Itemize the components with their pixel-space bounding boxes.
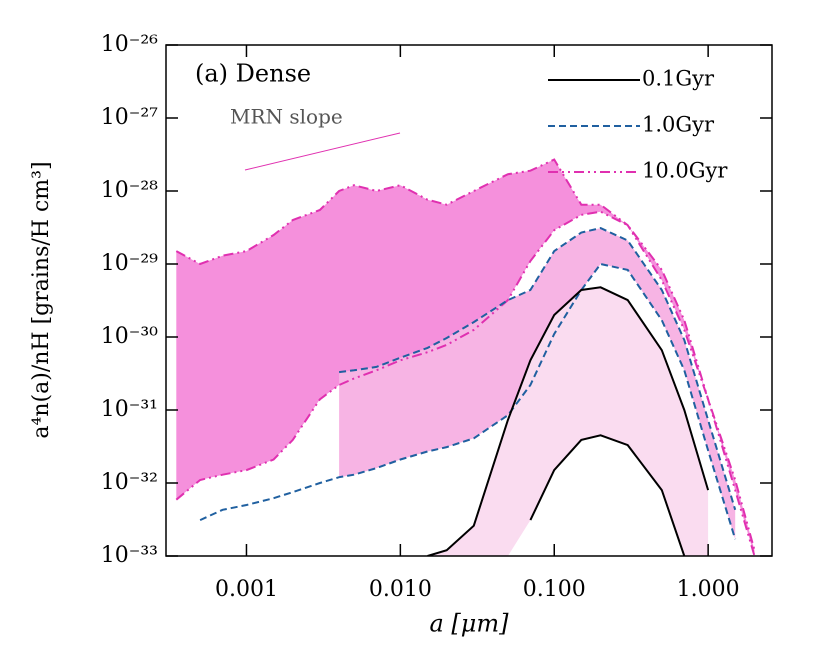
band-fill bbox=[339, 228, 736, 540]
panel-label: (a) Dense bbox=[195, 60, 311, 88]
legend-label: 1.0Gyr bbox=[642, 113, 715, 137]
series-line bbox=[529, 434, 686, 556]
x-tick-label: 1.000 bbox=[677, 577, 740, 602]
x-axis-label: a [μm] bbox=[429, 610, 509, 638]
series-line bbox=[175, 158, 756, 551]
series-line bbox=[199, 262, 737, 540]
band-fill bbox=[427, 287, 709, 556]
slope-label: MRN slope bbox=[230, 105, 343, 129]
y-tick-label: 10⁻²⁶ bbox=[101, 32, 158, 57]
plot-frame bbox=[165, 44, 773, 557]
y-tick-label: 10⁻³¹ bbox=[101, 397, 158, 422]
y-tick-label: 10⁻³³ bbox=[101, 543, 158, 568]
y-tick-label: 10⁻³⁰ bbox=[101, 324, 158, 349]
legend-label: 0.1Gyr bbox=[642, 67, 715, 91]
y-tick-label: 10⁻²⁸ bbox=[101, 178, 158, 203]
y-tick-label: 10⁻²⁷ bbox=[101, 105, 158, 130]
series-line bbox=[338, 227, 737, 511]
x-tick-label: 0.001 bbox=[215, 577, 278, 602]
y-tick-label: 10⁻³² bbox=[101, 470, 158, 495]
legend-label: 10.0Gyr bbox=[642, 159, 728, 183]
slope-line bbox=[244, 132, 401, 171]
y-axis-label: a⁴n(a)/nH [grains/H cm³] bbox=[29, 161, 54, 438]
y-tick-label: 10⁻²⁹ bbox=[101, 251, 158, 276]
x-tick-label: 0.010 bbox=[369, 577, 432, 602]
band-fill bbox=[176, 159, 755, 556]
plot-area bbox=[175, 158, 756, 556]
series-line bbox=[427, 286, 710, 556]
series-line bbox=[175, 210, 756, 556]
x-tick-label: 0.100 bbox=[523, 577, 586, 602]
